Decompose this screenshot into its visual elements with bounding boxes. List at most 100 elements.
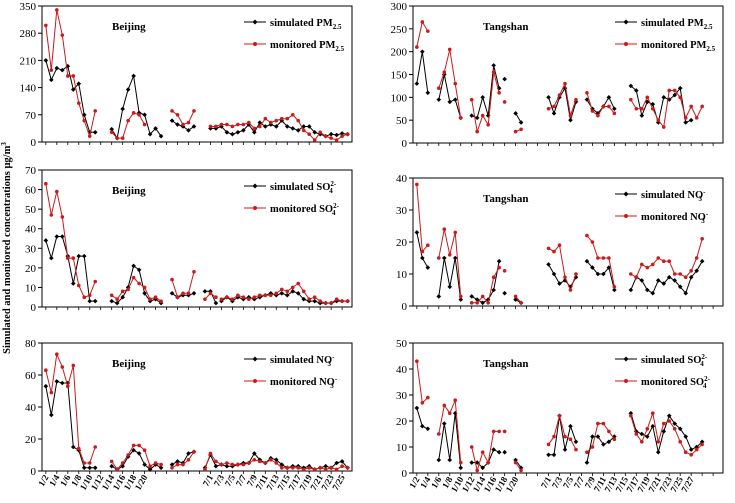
data-point [414, 230, 420, 235]
data-point [650, 262, 655, 267]
data-point [601, 442, 606, 447]
data-point [279, 291, 285, 296]
series-line-segment [630, 85, 692, 124]
data-point [496, 258, 502, 264]
series-line-segment [438, 257, 462, 300]
data-point [601, 271, 606, 277]
data-point [203, 297, 207, 301]
data-point [563, 434, 567, 439]
legend-marker [624, 214, 628, 218]
series-line-segment [45, 60, 96, 133]
bottom-x-tick-labels: 1/21/41/61/81/101/121/141/161/181/20 7/17… [36, 473, 696, 494]
legend-entry-monitored: monitored SO2-4 [244, 202, 340, 217]
data-point [329, 466, 333, 470]
legend-label: simulated PM2.5 [270, 18, 342, 31]
data-point [634, 432, 639, 436]
data-point [153, 295, 158, 300]
legend-label: simulated SO2-4 [641, 353, 708, 368]
data-point [241, 295, 246, 300]
series-line-segment [586, 436, 615, 463]
data-point [109, 293, 114, 298]
data-point [644, 287, 650, 293]
legend-entry-simulated: simulated NO-3 [244, 353, 335, 368]
data-point [76, 253, 82, 259]
data-point [442, 403, 447, 408]
data-point [186, 128, 191, 133]
data-point [474, 460, 480, 465]
data-point [519, 468, 523, 473]
data-point [442, 70, 447, 75]
data-point [475, 468, 479, 473]
data-point [65, 384, 70, 389]
data-point [65, 256, 70, 260]
data-point [60, 365, 65, 369]
data-point [323, 134, 328, 138]
series-monitored [415, 20, 704, 134]
data-point [191, 291, 197, 296]
data-point [584, 258, 590, 264]
data-point [694, 268, 699, 274]
data-point [109, 459, 114, 464]
series-line-segment [586, 92, 615, 117]
y-tick-label: 300 [391, 1, 408, 13]
data-point [694, 256, 699, 260]
data-point [301, 124, 307, 129]
data-point [214, 124, 218, 129]
data-point [491, 447, 496, 452]
data-point [661, 281, 667, 286]
legend-marker [623, 19, 629, 25]
data-point [323, 463, 328, 469]
data-point [213, 300, 219, 306]
data-point [258, 124, 262, 129]
site-label: Beijing [112, 358, 146, 370]
data-point [186, 291, 191, 296]
data-point [453, 398, 458, 403]
data-point [607, 429, 611, 434]
data-point [76, 283, 81, 288]
series-monitored [44, 181, 350, 305]
data-point [230, 124, 235, 129]
data-point [672, 427, 677, 431]
plot-frame [41, 169, 353, 308]
y-tick-label: 40 [25, 224, 37, 236]
data-point [574, 447, 578, 452]
data-point [142, 448, 147, 453]
data-point [329, 136, 333, 140]
data-point [49, 68, 54, 72]
data-point [601, 104, 606, 109]
data-point [76, 446, 81, 451]
data-point [590, 434, 595, 439]
legend-marker [253, 206, 257, 210]
data-point [612, 285, 617, 289]
data-point [447, 47, 452, 52]
data-point [699, 258, 705, 264]
data-point [458, 465, 464, 471]
data-point [60, 33, 65, 37]
data-point [340, 134, 344, 138]
data-point [334, 467, 339, 472]
data-point [120, 106, 125, 112]
data-point [334, 297, 339, 301]
data-point [273, 124, 279, 129]
series-line-segment [111, 444, 162, 471]
series-line-segment [548, 415, 577, 456]
data-point [513, 457, 518, 463]
data-point [497, 429, 501, 434]
data-point [415, 359, 419, 364]
data-point [317, 300, 323, 306]
y-tick-label: 50 [25, 204, 37, 216]
data-point [596, 113, 600, 118]
chart-panel-bj-pm25: 0 70 140 210 280 350 Beijing simulated PM2.5 mon… [20, 1, 353, 149]
data-point [672, 278, 678, 283]
data-point [192, 109, 196, 113]
data-point [290, 285, 295, 290]
data-point [241, 462, 246, 467]
data-point [601, 421, 606, 426]
data-point [345, 466, 350, 470]
data-point [436, 294, 442, 299]
x-tick-label: 7/25 [330, 473, 347, 492]
data-point [147, 131, 153, 137]
legend-marker [252, 19, 258, 25]
y-tick-label: 200 [391, 47, 408, 59]
data-point [290, 113, 295, 117]
